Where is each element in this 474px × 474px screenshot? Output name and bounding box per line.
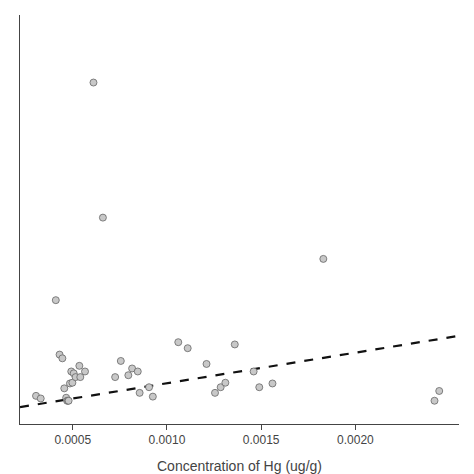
svg-text:0.0010: 0.0010 — [149, 433, 186, 447]
svg-text:0.0005: 0.0005 — [54, 433, 91, 447]
svg-text:0.0015: 0.0015 — [243, 433, 280, 447]
svg-text:0.0020: 0.0020 — [337, 433, 374, 447]
svg-text:Concentration of Hg (ug/g): Concentration of Hg (ug/g) — [157, 458, 322, 474]
